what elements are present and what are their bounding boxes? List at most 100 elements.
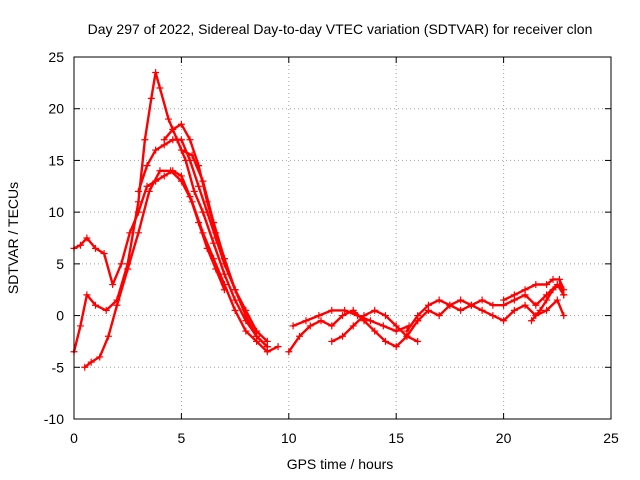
series-satellite-track-13: [528, 281, 568, 325]
data-point: [467, 301, 475, 309]
data-point: [560, 291, 568, 299]
data-point: [76, 241, 84, 249]
y-tick-label: 5: [56, 256, 64, 272]
data-point: [188, 198, 196, 206]
data-point: [446, 301, 454, 309]
plot-frame: [73, 56, 612, 420]
data-point: [543, 296, 551, 304]
data-point: [500, 296, 508, 304]
x-tick-label: 20: [496, 430, 512, 446]
data-point: [392, 343, 400, 351]
data-point: [109, 281, 117, 289]
data-point: [145, 187, 153, 195]
data-point: [315, 312, 323, 320]
data-point: [160, 136, 168, 144]
data-point: [96, 353, 104, 361]
data-point: [91, 301, 99, 309]
data-point: [457, 306, 465, 314]
data-point: [549, 286, 557, 294]
x-axis-label: GPS time / hours: [287, 456, 394, 472]
data-point: [510, 306, 518, 314]
series-line: [83, 169, 280, 369]
data-point: [371, 327, 379, 335]
data-point: [381, 337, 389, 345]
series-satellite-track-12: [500, 275, 568, 304]
data-point: [414, 317, 422, 325]
x-tick-label: 0: [70, 430, 78, 446]
series-satellite-track-2: [70, 69, 271, 356]
series-line: [180, 148, 269, 343]
data-point: [360, 312, 368, 320]
data-point: [177, 146, 185, 154]
data-point: [134, 229, 142, 237]
data-point: [528, 317, 536, 325]
data-point: [549, 275, 557, 283]
data-point: [424, 306, 432, 314]
data-point: [91, 244, 99, 252]
data-point: [177, 136, 185, 144]
data-point: [349, 322, 357, 330]
data-point: [160, 172, 168, 180]
x-tick-label: 5: [178, 430, 186, 446]
data-point: [231, 286, 239, 294]
data-point: [143, 182, 151, 190]
data-point: [113, 301, 121, 309]
data-point: [210, 239, 218, 247]
data-point: [210, 218, 218, 226]
data-point: [510, 291, 518, 299]
data-point: [253, 327, 261, 335]
data-point: [457, 296, 465, 304]
data-point: [186, 136, 194, 144]
data-point: [147, 94, 155, 102]
data-point: [341, 306, 349, 314]
data-point: [289, 322, 297, 330]
data-point: [167, 167, 175, 175]
data-point: [328, 337, 336, 345]
data-point: [83, 291, 91, 299]
data-point: [263, 337, 271, 345]
data-point: [199, 229, 207, 237]
data-point: [87, 358, 95, 366]
data-point: [83, 234, 91, 242]
data-point: [124, 265, 132, 273]
data-point: [231, 306, 239, 314]
series-line: [405, 283, 565, 333]
data-point: [302, 317, 310, 325]
data-point: [553, 296, 561, 304]
data-point: [188, 151, 196, 159]
data-point: [478, 296, 486, 304]
data-point: [532, 301, 540, 309]
data-point: [117, 260, 125, 268]
data-point: [392, 322, 400, 330]
y-tick-label: 10: [48, 204, 64, 220]
data-point: [489, 301, 497, 309]
data-point: [317, 317, 325, 325]
data-point: [478, 306, 486, 314]
series-line: [291, 309, 411, 333]
series-line: [530, 283, 565, 322]
y-tick-label: 0: [56, 308, 64, 324]
data-point: [489, 312, 497, 320]
data-point: [381, 312, 389, 320]
data-point: [134, 187, 142, 195]
data-point: [165, 115, 173, 123]
data-point: [186, 156, 194, 164]
data-point: [102, 306, 110, 314]
data-point: [536, 306, 544, 314]
data-point: [156, 84, 164, 92]
data-point: [521, 301, 529, 309]
series-satellite-track-6: [177, 146, 271, 345]
series-satellite-track-3: [81, 167, 282, 371]
data-point: [555, 281, 563, 289]
data-point: [354, 312, 362, 320]
data-point: [143, 162, 151, 170]
data-point: [220, 255, 228, 263]
data-point: [328, 306, 336, 314]
data-point: [296, 332, 304, 340]
data-point: [177, 177, 185, 185]
data-point: [220, 270, 228, 278]
data-point: [169, 136, 177, 144]
data-point: [220, 281, 228, 289]
data-point: [242, 327, 250, 335]
series-satellite-track-4: [134, 136, 271, 351]
